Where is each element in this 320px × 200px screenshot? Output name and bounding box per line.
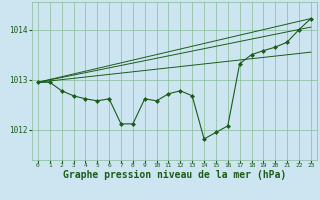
X-axis label: Graphe pression niveau de la mer (hPa): Graphe pression niveau de la mer (hPa) bbox=[63, 170, 286, 180]
